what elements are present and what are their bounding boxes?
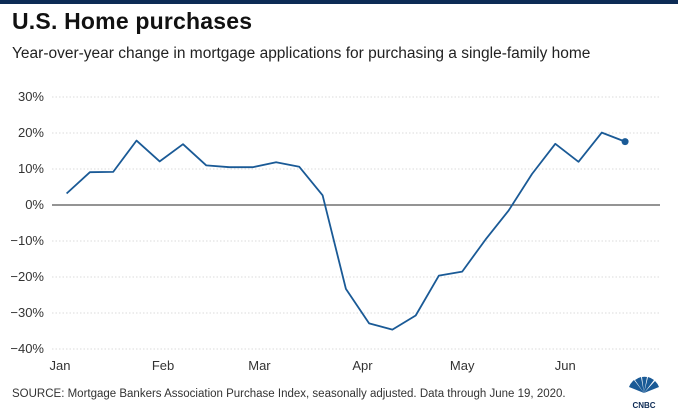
chart-subtitle: Year-over-year change in mortgage applic… [12,45,591,62]
y-tick-label: −30% [10,305,44,320]
y-tick-label: 0% [25,197,44,212]
x-tick-label: Jun [555,358,576,373]
cnbc-peacock-logo: CNBC [629,376,659,410]
x-tick-label: Jan [50,358,71,373]
x-tick-label: Apr [352,358,373,373]
y-tick-label: −40% [10,341,44,356]
chart-title: U.S. Home purchases [12,8,253,34]
y-tick-label: 20% [18,125,44,140]
x-tick-label: Feb [152,358,174,373]
series-line [65,131,626,331]
x-tick-label: Mar [248,358,271,373]
y-tick-label: −10% [10,233,44,248]
top-accent-bar [0,0,678,4]
y-tick-label: 30% [18,89,44,104]
source-note: SOURCE: Mortgage Bankers Association Pur… [12,388,566,400]
y-tick-label: 10% [18,161,44,176]
logo-wordmark: CNBC [632,401,655,410]
end-point-marker [621,138,629,146]
x-tick-label: May [450,358,475,373]
y-tick-label: −20% [10,269,44,284]
